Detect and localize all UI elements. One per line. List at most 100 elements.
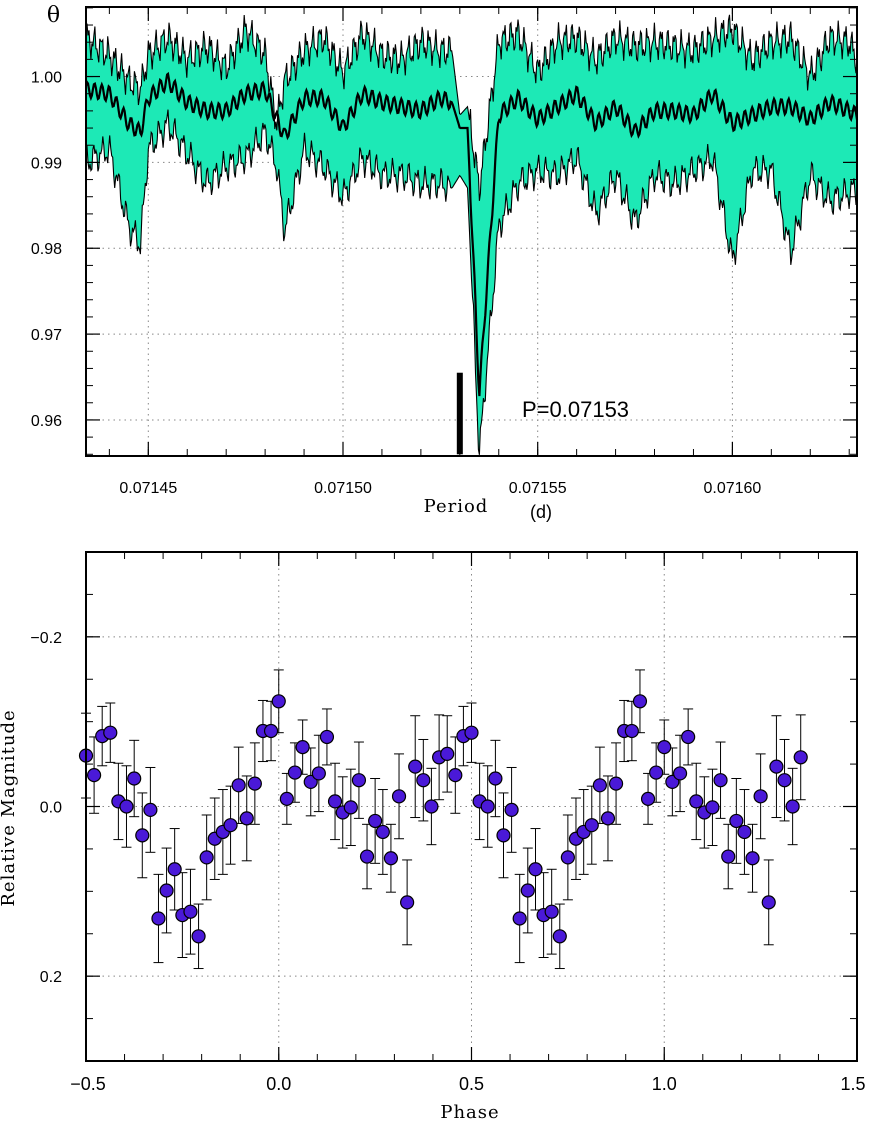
theta-tick-label: 0.99 [31,155,62,172]
data-point [520,883,535,898]
data-point [368,813,383,829]
phase-tick-label: 0.5 [459,1074,484,1094]
data-point [608,776,624,791]
relative-magnitude-axis-label: Relative Magnitude [0,709,19,906]
phase-tick-labels: −0.5 0.0 0.5 1.0 1.5 [70,1074,865,1094]
data-point [657,740,672,755]
data-point [689,794,704,809]
theta-lower-line [85,109,858,455]
data-point [400,895,415,910]
data-point [239,811,254,826]
data-point [135,828,150,843]
phase-tick-label: 0.0 [266,1074,291,1094]
phase-tick-label: 1.0 [652,1074,677,1094]
phase-axis-label: Phase [440,1102,499,1121]
data-point [86,768,102,783]
data-point [231,778,246,793]
period-tick-label: 0.07150 [314,480,372,497]
data-point [584,818,599,833]
data-point [592,778,607,793]
phase-tick-label: −0.5 [70,1074,106,1094]
data-point [319,729,335,745]
data-point [721,849,736,864]
data-point [359,849,375,864]
data-point [191,929,206,944]
period-tick-label: 0.07155 [509,480,567,497]
data-point [624,723,639,739]
period-axis-label: Period [424,496,489,517]
data-point [199,850,214,865]
data-point [713,773,728,788]
data-point [183,904,198,919]
magnitude-tick-label: 0.0 [40,800,62,817]
data-point [464,725,479,740]
data-point [777,773,792,788]
data-point [504,802,519,817]
data-point [351,773,367,788]
data-point [303,774,318,789]
periodogram-x-tick-labels: 0.07145 0.07150 0.07155 0.07160 [119,480,761,497]
data-point [416,773,431,788]
data-point [391,789,407,804]
data-point [552,929,567,944]
data-point [544,904,559,919]
period-tick-label: 0.07145 [119,480,177,497]
data-point [785,799,800,814]
period-tick-label: 0.07160 [703,480,761,497]
theta-tick-label: 0.96 [31,413,62,430]
data-point [480,799,495,814]
data-point [159,883,174,898]
theta-tick-label: 0.98 [31,241,62,258]
theta-median-line [84,71,859,397]
periodogram-y-tick-labels: 0.96 0.97 0.98 0.99 1.00 [31,70,62,430]
light-curve-grid [86,552,857,1061]
data-point [247,776,262,791]
data-point [295,740,310,755]
data-point [440,746,455,762]
data-point [143,802,158,817]
data-point [408,759,423,774]
light-curve-panel: −0.5 0.0 0.5 1.0 1.5 −0.2 0.0 0.2 Phase Relati… [0,551,866,1121]
theta-tick-label: 0.97 [31,327,62,344]
magnitude-tick-label: 0.2 [40,969,62,986]
data-point [672,766,688,781]
theta-minimum-marker [456,372,463,455]
data-point [560,850,575,865]
data-point [375,824,390,840]
data-point [640,791,656,806]
magnitude-tick-label: −0.2 [30,630,62,647]
data-point [488,771,503,786]
data-point [496,828,511,843]
periodogram-panel: 0.07145 0.07150 0.07155 0.07160 0.96 0.97 0.9… [31,3,859,522]
data-point [223,818,238,833]
data-point [103,725,118,740]
data-point [793,750,808,765]
data-point [753,789,768,804]
data-point [729,813,744,829]
data-point [681,729,696,745]
data-point [271,694,286,709]
data-point [737,824,752,840]
data-point [632,694,648,709]
data-point [343,800,358,815]
data-points [78,694,808,944]
best-period-annotation: P=0.07153 [522,397,629,422]
data-point [151,911,166,926]
error-bars [81,669,806,970]
data-point [167,862,182,877]
data-point [263,723,279,739]
data-point [448,768,463,783]
data-point [383,851,399,866]
theta-axis-label: θ [47,3,61,28]
data-point [512,911,527,926]
periodogram-ticks [86,7,857,456]
magnitude-tick-labels: −0.2 0.0 0.2 [30,630,62,986]
data-point [327,794,343,809]
data-point [705,800,720,815]
data-point [600,811,616,826]
data-point [127,771,142,786]
phase-tick-label: 1.5 [840,1074,865,1094]
data-point [649,765,664,780]
light-curve-ticks [85,552,858,1061]
